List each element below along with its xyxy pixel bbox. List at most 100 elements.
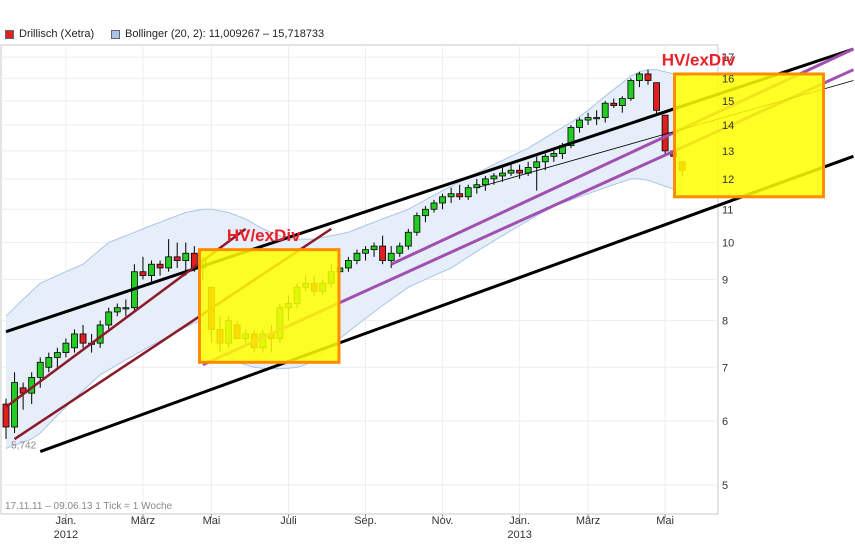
- x-tick-label: Mai: [656, 515, 674, 527]
- highlight-box: [197, 248, 341, 364]
- candle-body: [541, 155, 549, 163]
- candle: [584, 112, 592, 125]
- candle: [447, 187, 455, 203]
- legend-bollinger: Bollinger (20, 2): 11,009267 – 15,718733: [111, 28, 324, 40]
- candle-body: [584, 117, 592, 121]
- candle-body: [105, 311, 113, 326]
- candle: [430, 199, 438, 213]
- candle: [404, 228, 412, 250]
- x-tick-label: Nov.: [432, 515, 454, 527]
- candle-body: [550, 153, 558, 157]
- x-tick-label: Sep.: [354, 515, 377, 527]
- candle-body: [618, 98, 626, 106]
- candle: [387, 246, 395, 268]
- candle: [593, 110, 601, 125]
- legend-label-drillisch: Drillisch (Xetra): [19, 28, 95, 40]
- bollinger-fill: [6, 69, 683, 449]
- y-tick-label: 10: [722, 238, 734, 250]
- candle-body: [396, 245, 404, 254]
- y-tick-label: 15: [722, 96, 734, 108]
- candle-body: [627, 80, 635, 99]
- highlight-boxes: [197, 72, 825, 364]
- candle-body: [353, 252, 361, 261]
- annotation-hv-exdiv: HV/exDiv: [227, 226, 301, 245]
- candle-body: [464, 187, 472, 198]
- candle-body: [11, 382, 18, 428]
- candle-body: [422, 208, 429, 217]
- candle: [601, 100, 609, 123]
- legend-swatch-bollinger: [111, 29, 120, 39]
- y-tick-label: 12: [722, 174, 734, 186]
- candle: [379, 235, 387, 265]
- candle-body: [370, 245, 378, 251]
- x-tick-year: 2012: [54, 529, 78, 541]
- candle-body: [148, 263, 155, 276]
- candle-body: [379, 245, 387, 261]
- candle-body: [533, 161, 541, 168]
- candle: [148, 260, 155, 284]
- candle-body: [653, 82, 660, 111]
- candle-body: [387, 252, 395, 261]
- y-tick-label: 13: [722, 146, 734, 158]
- low-marker: 5,742: [11, 440, 36, 451]
- x-tick-label: Jan.: [509, 515, 530, 527]
- candle: [481, 175, 489, 191]
- y-tick-label: 8: [722, 316, 728, 328]
- candle-body: [644, 73, 652, 81]
- candle-body: [71, 333, 78, 349]
- candle: [644, 69, 652, 85]
- y-tick-label: 11: [722, 204, 733, 216]
- candle-body: [567, 127, 575, 146]
- candle-body: [430, 202, 438, 210]
- candle: [156, 260, 164, 276]
- y-tick-label: 14: [722, 120, 734, 132]
- candle-body: [79, 333, 87, 344]
- candle: [182, 242, 190, 276]
- candle-body: [45, 357, 53, 368]
- candle: [79, 324, 87, 348]
- x-tick-year: 2013: [507, 529, 531, 541]
- candle-body: [2, 403, 10, 428]
- legend-label-bollinger: Bollinger (20, 2): 11,009267 – 15,718733: [125, 28, 325, 40]
- candle-body: [576, 119, 583, 128]
- annotation-hv-exdiv: HV/exDiv: [662, 50, 736, 69]
- highlight-box: [673, 72, 825, 199]
- candle: [62, 338, 70, 358]
- candle-body: [636, 73, 643, 81]
- y-tick-label: 17: [722, 52, 734, 64]
- x-tick-label: März: [576, 515, 600, 527]
- candle-body: [499, 172, 506, 177]
- candle: [353, 249, 361, 265]
- candle: [627, 78, 635, 101]
- candle: [576, 117, 583, 133]
- candle-body: [507, 169, 515, 174]
- candle: [439, 193, 446, 210]
- candle: [45, 352, 53, 373]
- x-tick-label: Juli: [280, 515, 297, 527]
- candle: [344, 256, 352, 272]
- candle: [122, 299, 130, 317]
- candle-body: [661, 114, 669, 152]
- candle-body: [481, 178, 489, 186]
- x-axis: Jan. 2012 März Mai Juli Sep. Nov. Jan. 2013 März M…: [54, 514, 674, 541]
- y-tick-label: 7: [722, 362, 728, 374]
- bollinger-band: [5, 69, 683, 449]
- bollinger-lower-line: [5, 178, 683, 449]
- candle-body: [447, 193, 455, 198]
- trendline: [39, 154, 854, 453]
- candle-body: [490, 175, 498, 180]
- candle: [105, 307, 113, 330]
- candle: [370, 242, 378, 257]
- bollinger-upper-line: [5, 69, 683, 317]
- candle-body: [36, 361, 44, 378]
- candle: [422, 206, 429, 223]
- candle: [139, 256, 147, 280]
- candle: [636, 71, 643, 88]
- footnote: 17.11.11 – 09.06.13 1 Tick = 1 Woche: [5, 501, 172, 512]
- y-tick-label: 6: [722, 416, 728, 428]
- candle: [71, 329, 78, 353]
- candle-body: [62, 342, 70, 353]
- candle-body: [601, 102, 609, 118]
- x-tick-label: Mai: [203, 515, 221, 527]
- candle: [11, 372, 18, 433]
